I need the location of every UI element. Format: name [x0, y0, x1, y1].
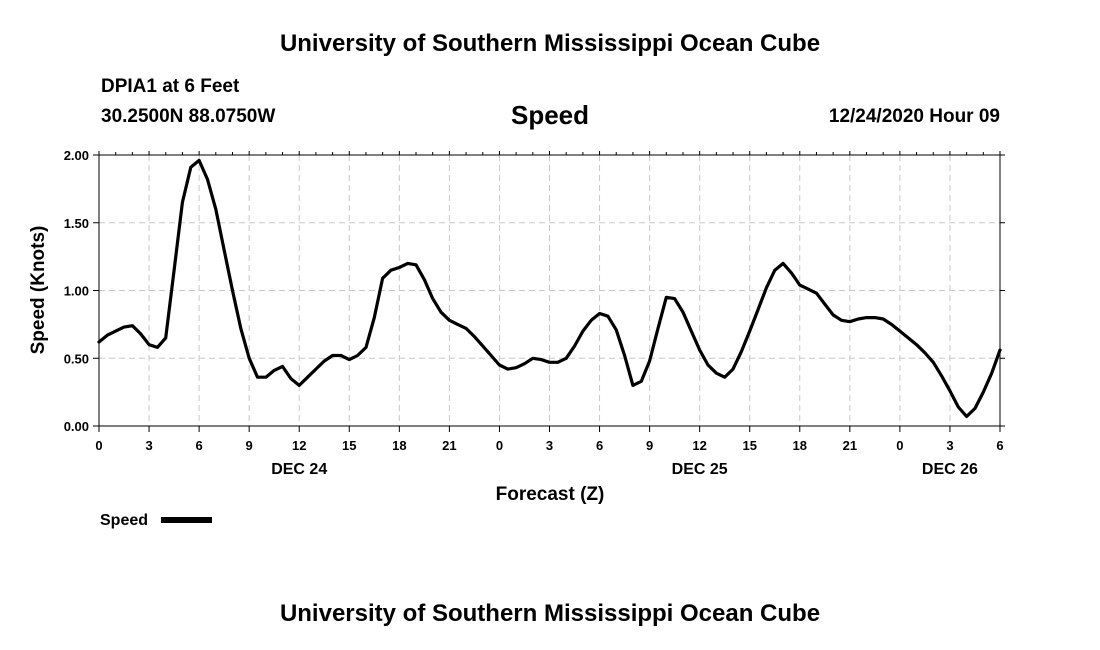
date-label: DEC 25 — [672, 461, 728, 478]
footer-title: University of Southern Mississippi Ocean… — [279, 600, 821, 627]
coordinates-label: 30.2500N 88.0750W — [101, 106, 276, 127]
x-tick-label: 3 — [546, 438, 553, 453]
x-tick-label: 18 — [793, 438, 807, 453]
x-tick-label: 21 — [843, 438, 857, 453]
data-series — [97, 158, 1002, 419]
x-tick-label: 6 — [996, 438, 1003, 453]
y-tick-label: 1.00 — [64, 284, 89, 299]
x-tick-label: 15 — [742, 438, 756, 453]
x-tick-label: 12 — [292, 438, 306, 453]
x-tick-label: 21 — [442, 438, 456, 453]
station-label: DPIA1 at 6 Feet — [101, 76, 240, 97]
y-axis-label: Speed (Knots) — [28, 226, 49, 355]
x-tick-label: 9 — [246, 438, 253, 453]
y-tick-label: 0.50 — [64, 351, 89, 366]
date-label: DEC 26 — [922, 461, 978, 478]
chart-title: Speed — [510, 100, 590, 130]
chart-grid — [99, 155, 1000, 426]
speed-series-line — [97, 158, 1002, 419]
x-axis-label: Forecast (Z) — [496, 484, 605, 505]
x-tick-label: 12 — [692, 438, 706, 453]
y-tick-label: 1.50 — [64, 216, 89, 231]
x-tick-label: 0 — [896, 438, 903, 453]
x-tick-label: 3 — [946, 438, 953, 453]
legend-label: Speed — [100, 512, 148, 529]
x-tick-label: 0 — [95, 438, 102, 453]
x-tick-label: 18 — [392, 438, 406, 453]
page-title: University of Southern Mississippi Ocean… — [279, 30, 821, 57]
x-axis-ticks: 0 3 6 9 12 15 18 21 0 3 6 9 12 15 18 21 0 3 6 DEC 24 DEC 25 D… — [95, 151, 1004, 478]
x-tick-label: 3 — [145, 438, 152, 453]
x-tick-label: 9 — [646, 438, 653, 453]
x-tick-label: 6 — [195, 438, 202, 453]
x-tick-label: 15 — [342, 438, 356, 453]
date-label: DEC 24 — [271, 461, 327, 478]
x-tick-label: 0 — [496, 438, 503, 453]
x-tick-label: 6 — [596, 438, 603, 453]
y-axis-ticks: 0.00 0.50 1.00 1.50 2.00 — [64, 148, 1005, 434]
y-tick-label: 0.00 — [64, 419, 89, 434]
y-tick-label: 2.00 — [64, 148, 89, 163]
forecast-datetime: 12/24/2020 Hour 09 — [828, 106, 1000, 127]
